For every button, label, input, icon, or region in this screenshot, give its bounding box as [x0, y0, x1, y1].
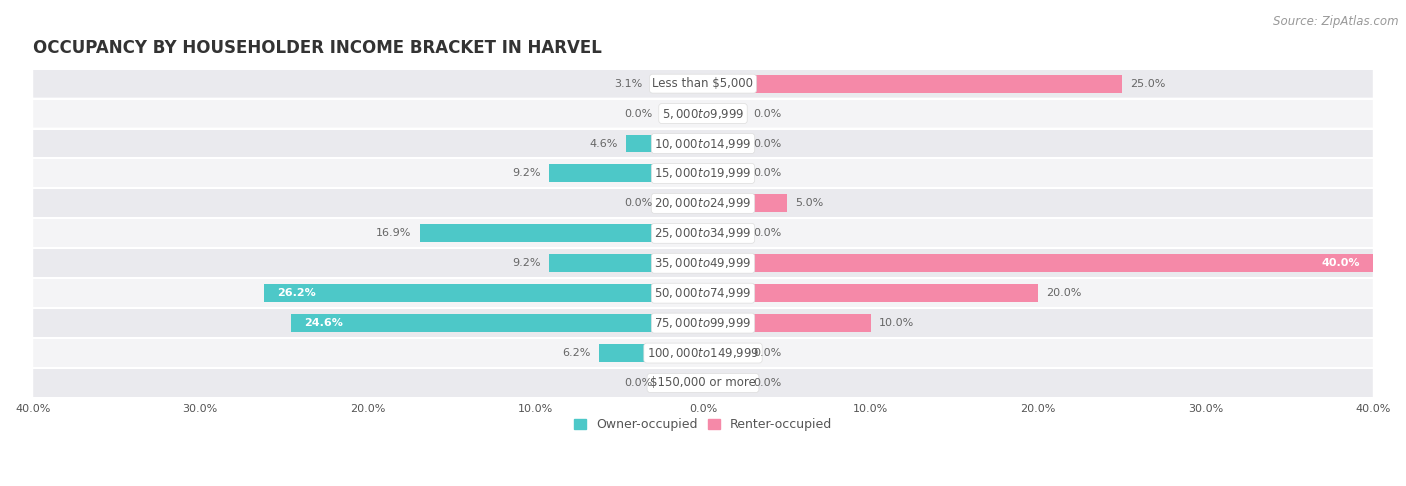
Bar — [703, 344, 745, 362]
Bar — [626, 135, 703, 153]
FancyBboxPatch shape — [32, 308, 1374, 338]
Text: 0.0%: 0.0% — [624, 378, 652, 388]
Text: 4.6%: 4.6% — [589, 139, 617, 149]
Text: $50,000 to $74,999: $50,000 to $74,999 — [654, 286, 752, 300]
Bar — [420, 225, 703, 243]
Text: 5.0%: 5.0% — [796, 198, 824, 208]
Text: 0.0%: 0.0% — [624, 108, 652, 119]
FancyBboxPatch shape — [32, 248, 1374, 278]
Text: 0.0%: 0.0% — [754, 108, 782, 119]
Text: $20,000 to $24,999: $20,000 to $24,999 — [654, 196, 752, 210]
Text: 0.0%: 0.0% — [754, 228, 782, 238]
FancyBboxPatch shape — [32, 158, 1374, 189]
Text: OCCUPANCY BY HOUSEHOLDER INCOME BRACKET IN HARVEL: OCCUPANCY BY HOUSEHOLDER INCOME BRACKET … — [32, 39, 602, 57]
Bar — [703, 135, 745, 153]
Text: 9.2%: 9.2% — [512, 258, 540, 268]
FancyBboxPatch shape — [32, 188, 1374, 219]
Bar — [661, 194, 703, 212]
Bar — [703, 314, 870, 332]
FancyBboxPatch shape — [32, 368, 1374, 398]
Bar — [651, 75, 703, 93]
Bar — [548, 254, 703, 272]
Bar — [703, 225, 745, 243]
Text: 0.0%: 0.0% — [624, 198, 652, 208]
Bar — [599, 344, 703, 362]
Legend: Owner-occupied, Renter-occupied: Owner-occupied, Renter-occupied — [568, 414, 838, 436]
Text: $25,000 to $34,999: $25,000 to $34,999 — [654, 226, 752, 240]
Text: $15,000 to $19,999: $15,000 to $19,999 — [654, 166, 752, 180]
Text: $150,000 or more: $150,000 or more — [650, 377, 756, 389]
Text: 40.0%: 40.0% — [1322, 258, 1360, 268]
Bar — [291, 314, 703, 332]
Text: 0.0%: 0.0% — [754, 169, 782, 178]
Text: 0.0%: 0.0% — [754, 139, 782, 149]
Text: 6.2%: 6.2% — [562, 348, 591, 358]
Text: 3.1%: 3.1% — [614, 79, 643, 88]
Bar — [548, 164, 703, 182]
Text: 10.0%: 10.0% — [879, 318, 914, 328]
Text: $5,000 to $9,999: $5,000 to $9,999 — [662, 106, 744, 121]
Text: 25.0%: 25.0% — [1130, 79, 1166, 88]
Text: 9.2%: 9.2% — [512, 169, 540, 178]
Text: 16.9%: 16.9% — [375, 228, 412, 238]
Text: Less than $5,000: Less than $5,000 — [652, 77, 754, 90]
Bar — [703, 164, 745, 182]
Bar — [703, 194, 787, 212]
Text: $75,000 to $99,999: $75,000 to $99,999 — [654, 316, 752, 330]
Bar — [703, 104, 745, 122]
Bar — [661, 104, 703, 122]
Bar — [703, 75, 1122, 93]
Text: 26.2%: 26.2% — [277, 288, 316, 298]
Text: $10,000 to $14,999: $10,000 to $14,999 — [654, 137, 752, 151]
Text: 0.0%: 0.0% — [754, 348, 782, 358]
Bar — [661, 374, 703, 392]
FancyBboxPatch shape — [32, 98, 1374, 129]
Bar — [703, 284, 1038, 302]
Bar — [264, 284, 703, 302]
Text: Source: ZipAtlas.com: Source: ZipAtlas.com — [1274, 15, 1399, 28]
FancyBboxPatch shape — [32, 278, 1374, 309]
Text: 0.0%: 0.0% — [754, 378, 782, 388]
Bar — [703, 254, 1374, 272]
Text: $100,000 to $149,999: $100,000 to $149,999 — [647, 346, 759, 360]
Bar — [703, 374, 745, 392]
Text: $35,000 to $49,999: $35,000 to $49,999 — [654, 256, 752, 270]
Text: 20.0%: 20.0% — [1046, 288, 1081, 298]
FancyBboxPatch shape — [32, 338, 1374, 368]
Text: 24.6%: 24.6% — [304, 318, 343, 328]
FancyBboxPatch shape — [32, 218, 1374, 248]
FancyBboxPatch shape — [32, 128, 1374, 159]
FancyBboxPatch shape — [32, 69, 1374, 99]
